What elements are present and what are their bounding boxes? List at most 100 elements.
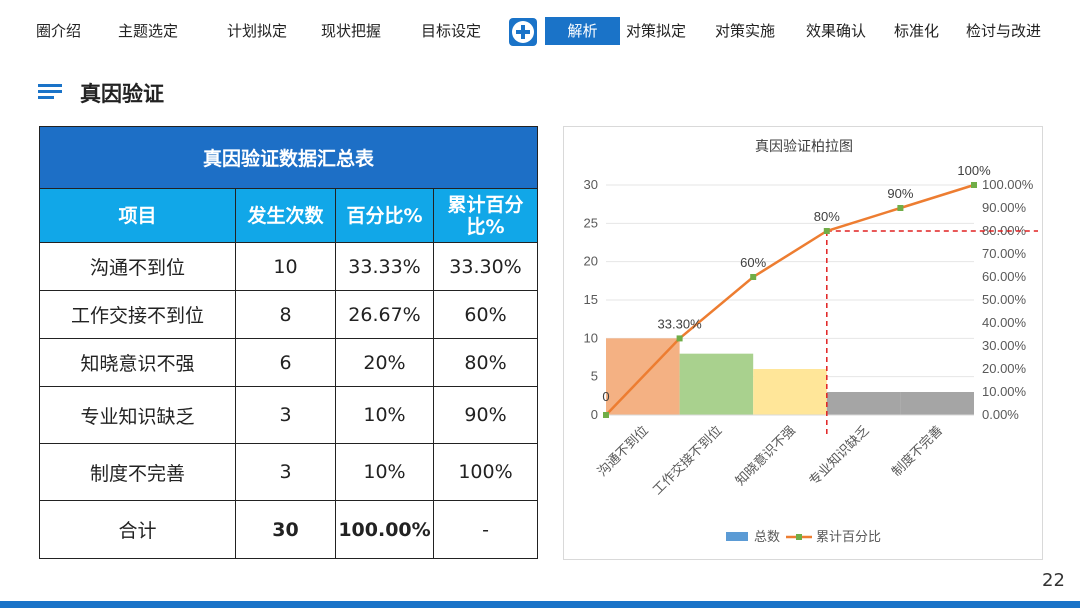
nav-item-implementation[interactable]: 对策实施 xyxy=(715,22,776,40)
nav-item-circle-intro[interactable]: 圈介绍 xyxy=(36,22,82,40)
table-header-count: 发生次数 xyxy=(235,188,336,243)
nav-item-standardize[interactable]: 标准化 xyxy=(894,22,940,40)
table-cell: 90% xyxy=(432,386,539,444)
y-left-tick-label: 10 xyxy=(584,330,598,345)
table-cell: 20% xyxy=(335,338,434,387)
table-cell: 制度不完善 xyxy=(39,443,236,501)
nav-item-goal[interactable]: 目标设定 xyxy=(421,22,482,40)
bar xyxy=(679,353,754,415)
y-left-tick-label: 30 xyxy=(584,177,598,192)
y-left-tick-label: 20 xyxy=(584,254,598,269)
table-cell: 60% xyxy=(432,290,539,339)
cumulative-data-label: 80% xyxy=(814,209,840,224)
page-title: 真因验证 xyxy=(80,82,164,106)
table-cell: 8 xyxy=(235,290,336,339)
table-caption: 真因验证数据汇总表 xyxy=(38,126,539,189)
table-cell: 26.67% xyxy=(335,290,434,339)
table-cell: 6 xyxy=(235,338,336,387)
y-right-tick-label: 70.00% xyxy=(982,246,1027,261)
bar xyxy=(826,392,901,415)
table-cell: 知晓意识不强 xyxy=(39,338,236,387)
table-cell: 沟通不到位 xyxy=(39,242,236,291)
table-cell: 3 xyxy=(235,386,336,444)
table-header-percent: 百分比% xyxy=(335,188,434,243)
y-right-tick-label: 90.00% xyxy=(982,200,1027,215)
cumulative-marker xyxy=(603,412,609,418)
legend-label-count: 总数 xyxy=(754,529,780,544)
y-left-tick-label: 5 xyxy=(591,369,598,384)
bar xyxy=(900,392,974,415)
cumulative-data-label: 0 xyxy=(602,389,609,404)
x-tick-label: 沟通不到位 xyxy=(594,423,651,480)
nav-item-analysis-active[interactable]: 解析 xyxy=(545,17,620,45)
cumulative-data-label: 60% xyxy=(740,255,766,270)
nav-item-countermeasure[interactable]: 对策拟定 xyxy=(626,22,687,40)
table-row: 知晓意识不强 6 20% 80% xyxy=(39,338,539,387)
x-tick-label: 知晓意识不强 xyxy=(732,423,798,489)
table-cell: 30 xyxy=(235,500,336,559)
y-right-tick-label: 0.00% xyxy=(982,407,1019,422)
table-cell: 10% xyxy=(335,386,434,444)
table-cell: 3 xyxy=(235,443,336,501)
legend-bar-swatch xyxy=(726,532,748,541)
table-cell: 33.30% xyxy=(432,242,539,291)
cumulative-marker xyxy=(897,205,904,211)
nav-item-review[interactable]: 检讨与改进 xyxy=(966,22,1042,40)
cumulative-data-label: 100% xyxy=(957,163,991,178)
pareto-chart-svg: 真因验证柏拉图0510152025300.00%10.00%20.00%30.0… xyxy=(584,138,1038,544)
y-right-tick-label: 50.00% xyxy=(982,292,1027,307)
y-right-tick-label: 30.00% xyxy=(982,338,1027,353)
menu-lines-icon xyxy=(38,84,62,100)
pareto-chart: 真因验证柏拉图 0 5 10 15 20 25 30 0.00% 10.00% 20.00% 30.0… xyxy=(563,126,1043,560)
top-nav: 圈介绍 主题选定 计划拟定 现状把握 目标设定 解析 对策拟定 对策实施 效果确… xyxy=(0,0,1080,62)
y-left-tick-label: 15 xyxy=(584,292,598,307)
table-row: 工作交接不到位 8 26.67% 60% xyxy=(39,290,539,339)
table-cell: 10% xyxy=(335,443,434,501)
cumulative-marker xyxy=(823,228,830,234)
chart-title: 真因验证柏拉图 xyxy=(755,138,853,154)
nav-item-effect[interactable]: 效果确认 xyxy=(806,22,867,40)
plus-icon[interactable] xyxy=(509,18,537,46)
x-tick-label: 制度不完善 xyxy=(889,423,946,480)
x-tick-label: 工作交接不到位 xyxy=(650,423,725,498)
table-row: 制度不完善 3 10% 100% xyxy=(39,443,539,501)
bar xyxy=(753,369,827,415)
page-number: 22 xyxy=(1042,570,1065,591)
table-header-cumulative: 累计百分比% xyxy=(432,188,539,243)
cumulative-marker xyxy=(676,335,683,342)
nav-item-topic[interactable]: 主题选定 xyxy=(118,22,179,40)
cumulative-marker xyxy=(971,182,977,188)
table-cell: 100.00% xyxy=(335,500,434,559)
cumulative-data-label: 33.30% xyxy=(658,316,703,331)
table-row: 沟通不到位 10 33.33% 33.30% xyxy=(39,242,539,291)
y-right-tick-label: 40.00% xyxy=(982,315,1027,330)
table-cell: 100% xyxy=(432,443,539,501)
table-cell: 10 xyxy=(235,242,336,291)
table-cell: 合计 xyxy=(39,500,236,559)
table-cell: 工作交接不到位 xyxy=(39,290,236,339)
cumulative-data-label: 90% xyxy=(887,186,913,201)
y-right-tick-label: 10.00% xyxy=(982,384,1027,399)
legend-marker-swatch xyxy=(796,534,802,540)
nav-item-plan[interactable]: 计划拟定 xyxy=(227,22,288,40)
y-right-tick-label: 100.00% xyxy=(982,177,1034,192)
summary-table: 真因验证数据汇总表 项目 发生次数 百分比% 累计百分比% 沟通不到位 10 3… xyxy=(38,126,539,559)
table-row: 专业知识缺乏 3 10% 90% xyxy=(39,386,539,444)
cumulative-marker xyxy=(750,274,757,280)
y-right-tick-label: 60.00% xyxy=(982,269,1027,284)
cumulative-line xyxy=(605,183,975,416)
table-cell: 专业知识缺乏 xyxy=(39,386,236,444)
table-header-item: 项目 xyxy=(39,188,236,243)
table-cell: 33.33% xyxy=(335,242,434,291)
legend-label-cumulative: 累计百分比 xyxy=(816,529,881,544)
y-right-tick-label: 80.00% xyxy=(982,223,1027,238)
x-tick-label: 专业知识缺乏 xyxy=(806,423,872,489)
table-cell: 80% xyxy=(432,338,539,387)
y-left-tick-label: 0 xyxy=(591,407,598,422)
y-left-tick-label: 25 xyxy=(584,215,598,230)
nav-item-status[interactable]: 现状把握 xyxy=(321,22,382,40)
table-cell: - xyxy=(432,500,539,559)
y-right-tick-label: 20.00% xyxy=(982,361,1027,376)
bottom-bar xyxy=(0,601,1080,608)
table-total-row: 合计 30 100.00% - xyxy=(39,500,539,559)
